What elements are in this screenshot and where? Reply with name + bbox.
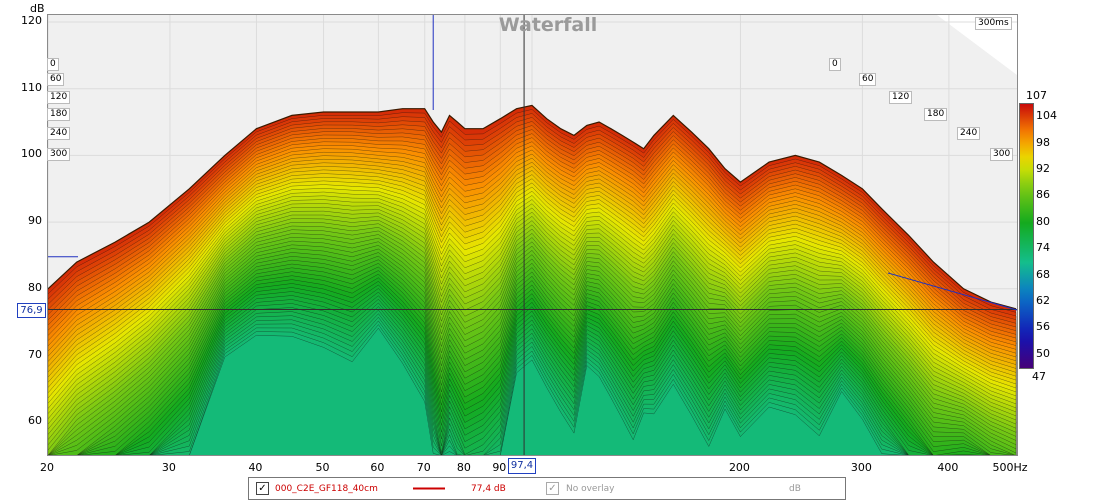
x-tick-label: 70 (416, 461, 431, 474)
time-tick-right: 240 (957, 127, 981, 140)
legend-bar: ✓ 000_C2E_GF118_40cm 77,4 dB ✓ No overla… (248, 477, 846, 500)
y-tick-label: 110 (21, 80, 42, 94)
response-envelope (48, 104, 1017, 310)
time-tick-right: 60 (859, 73, 877, 86)
trace-checkbox[interactable]: ✓ (256, 482, 269, 495)
colorbar-tick: 62 (1036, 294, 1050, 307)
y-axis-label: dB (30, 2, 45, 15)
colorbar-tick: 104 (1036, 109, 1057, 123)
x-tick-label: 200 (728, 461, 750, 474)
time-cursor-depth-line (887, 272, 1017, 311)
colorbar-min-label: 47 (1032, 370, 1046, 383)
time-tick-right: 300 (990, 148, 1014, 161)
x-tick-label: 20 (40, 461, 54, 474)
overlay-unit: dB (789, 484, 801, 494)
colorbar (1019, 103, 1034, 369)
colorbar-tick: 68 (1036, 267, 1050, 281)
x-tick-label: 60 (370, 461, 385, 474)
y-tick-label: 80 (28, 280, 42, 294)
time-tick-left: 180 (47, 108, 71, 121)
time-tick-left: 240 (47, 127, 71, 140)
overlay-label[interactable]: No overlay (566, 484, 615, 494)
trace-name[interactable]: 000_C2E_GF118_40cm (275, 484, 378, 494)
time-tick-left: 120 (47, 91, 71, 104)
y-tick-label: 120 (21, 14, 42, 27)
y-tick-label: 70 (28, 347, 42, 361)
x-tick-label: 50 (315, 461, 330, 474)
y-tick-label: 100 (21, 147, 42, 161)
time-tick-left: 60 (47, 73, 65, 86)
x-tick-label: 400 (937, 461, 959, 474)
time-tick-left: 0 (47, 58, 59, 71)
y-tick-label: 90 (28, 214, 42, 228)
cursor-x-readout: 97,4 (508, 458, 536, 474)
trace-value: 77,4 dB (471, 484, 506, 494)
waterfall-slices (48, 105, 1017, 455)
trace-line-swatch (413, 487, 445, 490)
time-tick-left: 300 (47, 148, 71, 161)
waterfall-plot (48, 15, 1017, 455)
y-tick-label: 60 (28, 414, 42, 428)
colorbar-max-label: 107 (1026, 89, 1047, 102)
time-tick-right: 0 (829, 58, 841, 71)
colorbar-tick: 98 (1036, 135, 1050, 149)
x-tick-label: 300 (850, 461, 872, 474)
plot-area[interactable] (47, 14, 1018, 456)
x-tick-label: 90 (492, 461, 507, 474)
time-tick-right: 120 (889, 91, 913, 104)
time-tick-right: 180 (924, 108, 948, 121)
x-tick-label: 80 (456, 461, 471, 474)
colorbar-tick: 56 (1036, 320, 1050, 334)
x-tick-label: 500Hz (992, 461, 1028, 474)
colorbar-tick: 86 (1036, 188, 1050, 202)
chart-title: Waterfall (498, 14, 598, 36)
overlay-checkbox[interactable]: ✓ (546, 482, 559, 495)
colorbar-tick: 80 (1036, 214, 1050, 228)
decay-slice (189, 327, 904, 455)
x-tick-label: 40 (248, 461, 263, 474)
x-tick-label: 30 (161, 461, 176, 474)
colorbar-tick: 50 (1036, 346, 1050, 360)
time-max-label: 300ms (975, 17, 1012, 30)
colorbar-tick: 74 (1036, 241, 1050, 255)
colorbar-tick: 92 (1036, 162, 1050, 175)
cursor-y-readout: 76,9 (17, 303, 46, 318)
